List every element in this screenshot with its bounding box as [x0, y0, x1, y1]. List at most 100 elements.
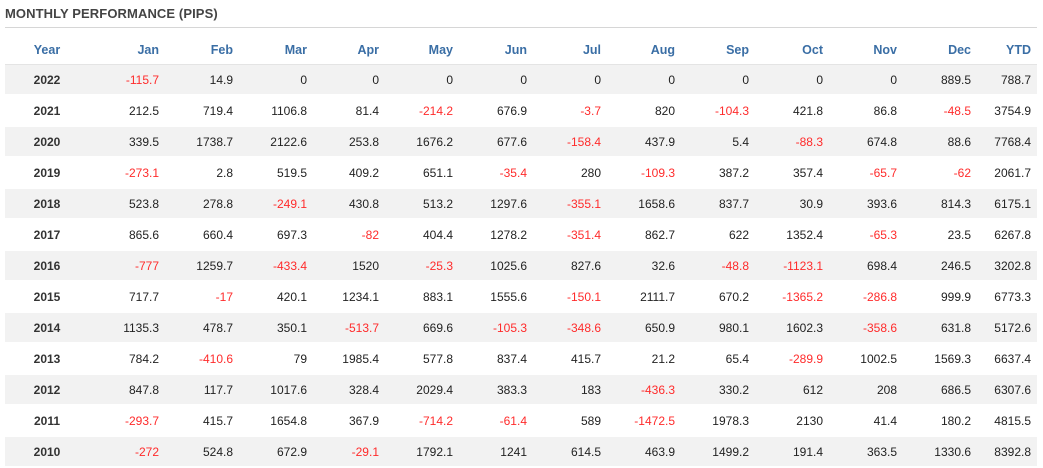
month-value-cell: 117.7 — [165, 375, 239, 406]
month-value-cell: 191.4 — [755, 437, 829, 468]
ytd-cell: 788.7 — [977, 65, 1037, 96]
month-value-cell: 1658.6 — [607, 189, 681, 220]
month-value-cell: 717.7 — [89, 282, 165, 313]
column-header-dec[interactable]: Dec — [903, 35, 977, 65]
month-value-cell: 363.5 — [829, 437, 903, 468]
column-header-jan[interactable]: Jan — [89, 35, 165, 65]
month-value-cell: 1241 — [459, 437, 533, 468]
month-value-cell: 2122.6 — [239, 127, 313, 158]
month-value-cell: -777 — [89, 251, 165, 282]
month-value-cell: 278.8 — [165, 189, 239, 220]
month-value-cell: -35.4 — [459, 158, 533, 189]
month-value-cell: -48.5 — [903, 96, 977, 127]
month-value-cell: 415.7 — [165, 406, 239, 437]
month-value-cell: 1017.6 — [239, 375, 313, 406]
month-value-cell: -62 — [903, 158, 977, 189]
month-value-cell: 847.8 — [89, 375, 165, 406]
month-value-cell: 999.9 — [903, 282, 977, 313]
month-value-cell: 0 — [681, 65, 755, 96]
month-value-cell: 212.5 — [89, 96, 165, 127]
month-value-cell: 1297.6 — [459, 189, 533, 220]
month-value-cell: 2130 — [755, 406, 829, 437]
ytd-cell: 6267.8 — [977, 220, 1037, 251]
month-value-cell: 280 — [533, 158, 607, 189]
month-value-cell: 393.6 — [829, 189, 903, 220]
month-value-cell: 14.9 — [165, 65, 239, 96]
column-header-jun[interactable]: Jun — [459, 35, 533, 65]
month-value-cell: 32.6 — [607, 251, 681, 282]
month-value-cell: 367.9 — [313, 406, 385, 437]
month-value-cell: 670.2 — [681, 282, 755, 313]
month-value-cell: 350.1 — [239, 313, 313, 344]
column-header-apr[interactable]: Apr — [313, 35, 385, 65]
month-value-cell: 1352.4 — [755, 220, 829, 251]
month-value-cell: -358.6 — [829, 313, 903, 344]
column-header-feb[interactable]: Feb — [165, 35, 239, 65]
month-value-cell: 253.8 — [313, 127, 385, 158]
ytd-cell: 6307.6 — [977, 375, 1037, 406]
month-value-cell: -1123.1 — [755, 251, 829, 282]
month-value-cell: 1985.4 — [313, 344, 385, 375]
month-value-cell: 339.5 — [89, 127, 165, 158]
month-value-cell: 827.6 — [533, 251, 607, 282]
column-header-aug[interactable]: Aug — [607, 35, 681, 65]
month-value-cell: -88.3 — [755, 127, 829, 158]
column-header-nov[interactable]: Nov — [829, 35, 903, 65]
month-value-cell: -1365.2 — [755, 282, 829, 313]
month-value-cell: 183 — [533, 375, 607, 406]
month-value-cell: 650.9 — [607, 313, 681, 344]
month-value-cell: -249.1 — [239, 189, 313, 220]
column-header-year[interactable]: Year — [5, 35, 89, 65]
month-value-cell: -109.3 — [607, 158, 681, 189]
month-value-cell: 0 — [313, 65, 385, 96]
month-value-cell: 669.6 — [385, 313, 459, 344]
month-value-cell: 1106.8 — [239, 96, 313, 127]
column-header-mar[interactable]: Mar — [239, 35, 313, 65]
column-header-oct[interactable]: Oct — [755, 35, 829, 65]
table-row: 2011 -293.7 415.7 1654.8 367.9 -714.2 -61.4 589… — [5, 406, 1037, 437]
column-header-sep[interactable]: Sep — [681, 35, 755, 65]
month-value-cell: 0 — [239, 65, 313, 96]
month-value-cell: -410.6 — [165, 344, 239, 375]
month-value-cell: 612 — [755, 375, 829, 406]
month-value-cell: 5.4 — [681, 127, 755, 158]
month-value-cell: 1676.2 — [385, 127, 459, 158]
ytd-cell: 7768.4 — [977, 127, 1037, 158]
month-value-cell: -48.8 — [681, 251, 755, 282]
month-value-cell: 837.7 — [681, 189, 755, 220]
month-value-cell: 677.6 — [459, 127, 533, 158]
month-value-cell: 660.4 — [165, 220, 239, 251]
month-value-cell: 420.1 — [239, 282, 313, 313]
month-value-cell: 614.5 — [533, 437, 607, 468]
column-header-jul[interactable]: Jul — [533, 35, 607, 65]
month-value-cell: 415.7 — [533, 344, 607, 375]
month-value-cell: 672.9 — [239, 437, 313, 468]
month-value-cell: 883.1 — [385, 282, 459, 313]
column-header-may[interactable]: May — [385, 35, 459, 65]
month-value-cell: 23.5 — [903, 220, 977, 251]
month-value-cell: -25.3 — [385, 251, 459, 282]
month-value-cell: 523.8 — [89, 189, 165, 220]
month-value-cell: 1278.2 — [459, 220, 533, 251]
month-value-cell: 1602.3 — [755, 313, 829, 344]
month-value-cell: 2.8 — [165, 158, 239, 189]
ytd-cell: 8392.8 — [977, 437, 1037, 468]
table-row: 2013 784.2 -410.6 79 1985.4 577.8 837.4 415.7 21… — [5, 344, 1037, 375]
month-value-cell: 980.1 — [681, 313, 755, 344]
month-value-cell: 86.8 — [829, 96, 903, 127]
year-cell: 2022 — [5, 65, 89, 96]
month-value-cell: 387.2 — [681, 158, 755, 189]
ytd-cell: 3202.8 — [977, 251, 1037, 282]
table-row: 2016 -777 1259.7 -433.4 1520 -25.3 1025.6 827.6… — [5, 251, 1037, 282]
month-value-cell: -286.8 — [829, 282, 903, 313]
month-value-cell: 577.8 — [385, 344, 459, 375]
month-value-cell: -65.7 — [829, 158, 903, 189]
month-value-cell: 330.2 — [681, 375, 755, 406]
month-value-cell: 697.3 — [239, 220, 313, 251]
month-value-cell: 1025.6 — [459, 251, 533, 282]
month-value-cell: -214.2 — [385, 96, 459, 127]
ytd-cell: 4815.5 — [977, 406, 1037, 437]
column-header-ytd[interactable]: YTD — [977, 35, 1037, 65]
year-cell: 2010 — [5, 437, 89, 468]
month-value-cell: 409.2 — [313, 158, 385, 189]
